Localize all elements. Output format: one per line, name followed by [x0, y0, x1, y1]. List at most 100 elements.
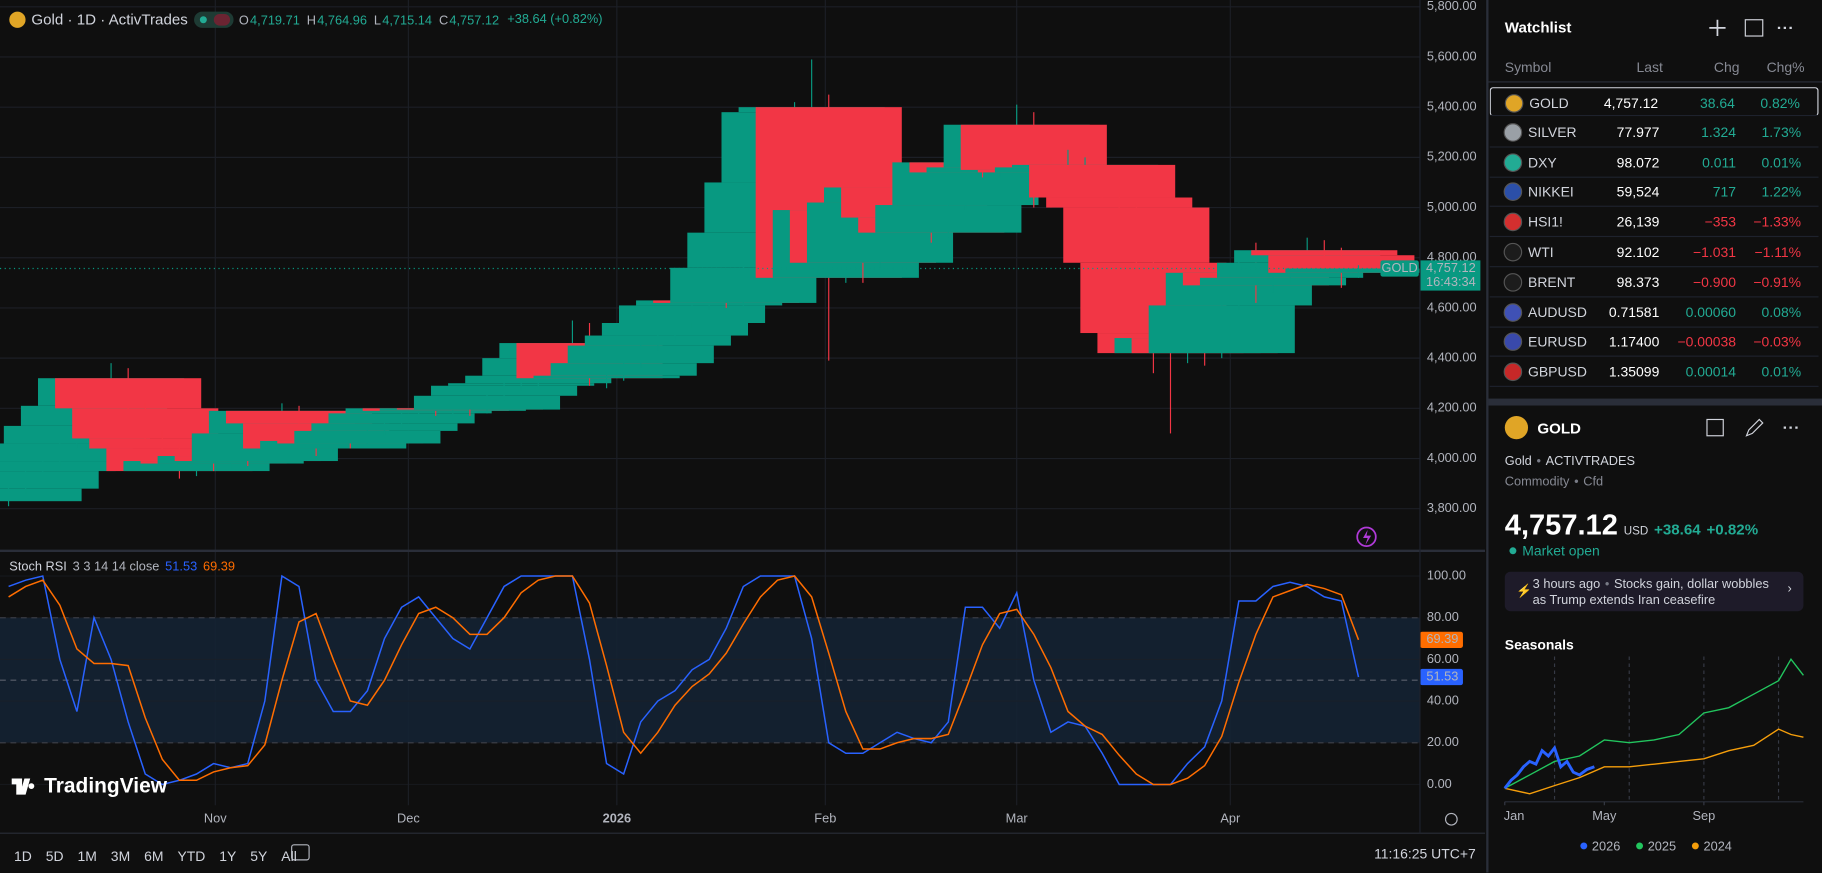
seasonals-title: Seasonals	[1504, 636, 1574, 654]
candle-body	[0, 461, 116, 472]
candle-body	[431, 385, 578, 396]
chg-pct: −0.91%	[1753, 273, 1802, 291]
symbol: SILVER	[1528, 124, 1577, 141]
watchlist-row[interactable]: DXY 98.072 0.011 0.01%	[1489, 147, 1819, 178]
timeframe-button[interactable]: 5D	[45, 848, 64, 865]
symbol-icon	[1503, 332, 1523, 352]
logo-text: TradingView	[44, 773, 167, 798]
symbol-icon	[1503, 182, 1523, 202]
candle-body	[1148, 305, 1295, 354]
timeframe-button[interactable]: 1Y	[219, 848, 237, 865]
symbol-icon	[1503, 362, 1523, 382]
candle-body	[89, 438, 236, 449]
symbol: AUDUSD	[1528, 303, 1587, 321]
detail-icon	[1504, 415, 1529, 440]
symbol-icon	[1503, 272, 1523, 292]
symbol-title: Gold · 1D · ActivTrades	[31, 10, 188, 28]
indicator-title: Stoch RSI	[9, 560, 67, 575]
watchlist-row[interactable]: BRENT 98.373 −0.900 −0.91%	[1489, 267, 1819, 298]
watchlist-row[interactable]: NIKKEI 59,524 717 1.22%	[1489, 177, 1819, 208]
watchlist-row[interactable]: HSI1! 26,139 −353 −1.33%	[1489, 207, 1819, 238]
symbol-icon	[9, 11, 26, 28]
ohlc-item: H4,764.96	[307, 10, 367, 28]
timeframe-button[interactable]: 3M	[110, 848, 131, 865]
candle-body	[1046, 197, 1193, 208]
timeframe-button[interactable]: 1D	[13, 848, 32, 865]
y-tick-label: 0.00	[1427, 776, 1452, 791]
timeframes: 1D 5D 1M 3M 6M YTD 1Y 5Y All	[14, 846, 311, 867]
candle-body	[1029, 164, 1176, 198]
watchlist-row[interactable]: SILVER 77.977 1.324 1.73%	[1489, 117, 1819, 148]
symbol-tag-bg	[1380, 260, 1419, 277]
chg: 1.324	[1701, 124, 1737, 141]
x-tick-label: Sep	[1693, 808, 1716, 823]
detail-kind: Commodity	[1504, 475, 1570, 490]
x-tick-label: Jan	[1504, 808, 1525, 823]
settings-icon[interactable]	[1444, 812, 1458, 826]
value-tag: 51.53	[1426, 668, 1458, 683]
watchlist-row[interactable]: GOLD 4,757.12 38.64 0.82%	[1489, 87, 1819, 117]
column-header: Last	[1636, 59, 1663, 76]
value-tag-bg	[1419, 631, 1463, 648]
detail-tools	[1706, 418, 1798, 437]
chg: −1.031	[1692, 244, 1737, 261]
sep	[1569, 475, 1583, 489]
detail-price-row: 4,757.12 USD +38.64 +0.82%	[1505, 509, 1758, 543]
timeframe-button[interactable]: 5Y	[250, 848, 268, 865]
ohlc-item: L4,715.14	[374, 10, 432, 28]
x-tick-label: Feb	[814, 811, 836, 826]
status-pill[interactable]	[193, 11, 234, 28]
legend-dot	[1580, 842, 1588, 850]
candle-body	[0, 488, 82, 502]
chg-pct: 0.08%	[1761, 303, 1802, 321]
last: 77.977	[1616, 124, 1660, 141]
detail-exchange: ACTIVTRADES	[1545, 454, 1636, 469]
y-tick-label: 4,600.00	[1427, 299, 1477, 314]
news-text: 3 hours agoStocks gain, dollar wobbles a…	[1533, 576, 1779, 609]
seasonal-line	[1503, 744, 1595, 790]
last: 4,757.12	[1603, 95, 1659, 112]
detail-change-pct: +0.82%	[1706, 520, 1759, 539]
watchlist-row[interactable]: EURUSD 1.17400 −0.00038 −0.03%	[1489, 327, 1819, 358]
chg: 0.011	[1702, 154, 1737, 171]
grid-icon[interactable]	[1706, 418, 1724, 437]
candle-body	[1251, 250, 1398, 256]
y-tick-label: 5,800.00	[1427, 0, 1477, 13]
watchlist-row[interactable]: WTI 92.102 −1.031 −1.11%	[1489, 237, 1819, 268]
watchlist-title[interactable]: Watchlist	[1504, 18, 1572, 37]
x-tick-label: Apr	[1220, 811, 1241, 826]
watchlist-row[interactable]: AUDUSD 0.71581 0.00060 0.08%	[1489, 297, 1819, 328]
watchlist-row[interactable]: GBPUSD 1.35099 0.00014 0.01%	[1489, 357, 1819, 388]
timeframe-button[interactable]: 1M	[77, 848, 97, 865]
ohlc: O4,719.71 H4,764.96 L4,715.14 C4,757.12	[239, 10, 499, 28]
y-tick-label: 4,200.00	[1427, 400, 1477, 415]
symbol-icon	[1503, 122, 1523, 142]
chg-pct: 0.01%	[1761, 363, 1802, 381]
alert-bolt	[1363, 529, 1372, 545]
chg: −353	[1704, 214, 1737, 231]
ohlc-key: C	[438, 13, 449, 28]
header-rule	[1488, 81, 1822, 83]
timeframe-button[interactable]: All	[281, 848, 297, 865]
symbol-icon	[1503, 242, 1523, 262]
alert-icon[interactable]	[1356, 526, 1377, 548]
candle-body	[584, 335, 731, 346]
detail-name-row: Gold ACTIVTRADES	[1505, 454, 1635, 468]
price-tag-bg	[1419, 260, 1481, 291]
layout-icon[interactable]	[1744, 19, 1764, 37]
edit-icon[interactable]	[1745, 418, 1764, 437]
symbol: GOLD	[1529, 95, 1569, 112]
detail-kind-row: Commodity Cfd	[1505, 475, 1603, 489]
news-card[interactable]: ⚡ 3 hours agoStocks gain, dollar wobbles…	[1504, 571, 1804, 612]
candle-body	[55, 378, 202, 409]
chg: −0.00038	[1677, 333, 1737, 351]
y-tick-label: 20.00	[1427, 734, 1459, 749]
y-tick-label: 4,800.00	[1427, 249, 1477, 264]
ohlc-value: 4,715.14	[382, 13, 432, 28]
timeframe-button[interactable]: YTD	[177, 848, 206, 865]
timeframe-button[interactable]: 6M	[144, 848, 164, 865]
date-range-icon[interactable]	[291, 844, 310, 861]
add-icon[interactable]	[1709, 19, 1726, 37]
